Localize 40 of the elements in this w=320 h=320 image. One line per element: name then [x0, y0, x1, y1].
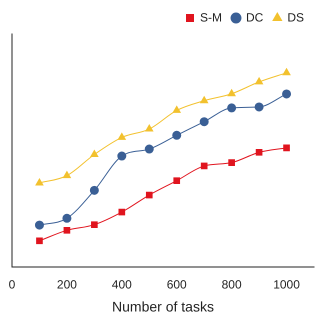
point	[172, 130, 182, 140]
point	[227, 103, 236, 112]
point	[90, 186, 99, 195]
point	[62, 214, 72, 223]
point	[228, 89, 236, 96]
point	[228, 159, 235, 166]
point	[144, 144, 154, 154]
point	[173, 177, 180, 184]
point	[118, 132, 126, 140]
x-tick-label: 600	[166, 277, 188, 292]
point	[200, 117, 209, 126]
point	[64, 227, 70, 234]
point	[200, 96, 208, 104]
x-tick-label: 400	[112, 277, 132, 292]
point	[282, 89, 292, 98]
point	[62, 171, 71, 178]
x-tick-label: 800	[222, 277, 242, 292]
x-tick-label: 1000	[273, 277, 300, 292]
x-tick-label: 200	[56, 277, 78, 292]
point	[91, 221, 98, 228]
point	[146, 192, 153, 198]
x-tick-label: 0	[8, 277, 16, 292]
x-axis-title: Number of tasks	[112, 298, 214, 314]
point	[117, 152, 126, 161]
point	[90, 150, 98, 157]
point	[254, 102, 264, 112]
point	[200, 162, 208, 170]
legend-label: DS	[287, 10, 304, 24]
point	[145, 124, 154, 132]
point	[282, 68, 291, 76]
point	[35, 178, 44, 186]
point	[36, 237, 43, 244]
legend-label: DC	[246, 10, 264, 24]
legend-label: S-M	[200, 10, 222, 24]
point	[34, 220, 44, 230]
point	[118, 208, 126, 216]
point	[255, 77, 264, 84]
point	[256, 149, 262, 156]
point	[283, 144, 290, 152]
point	[172, 106, 181, 113]
